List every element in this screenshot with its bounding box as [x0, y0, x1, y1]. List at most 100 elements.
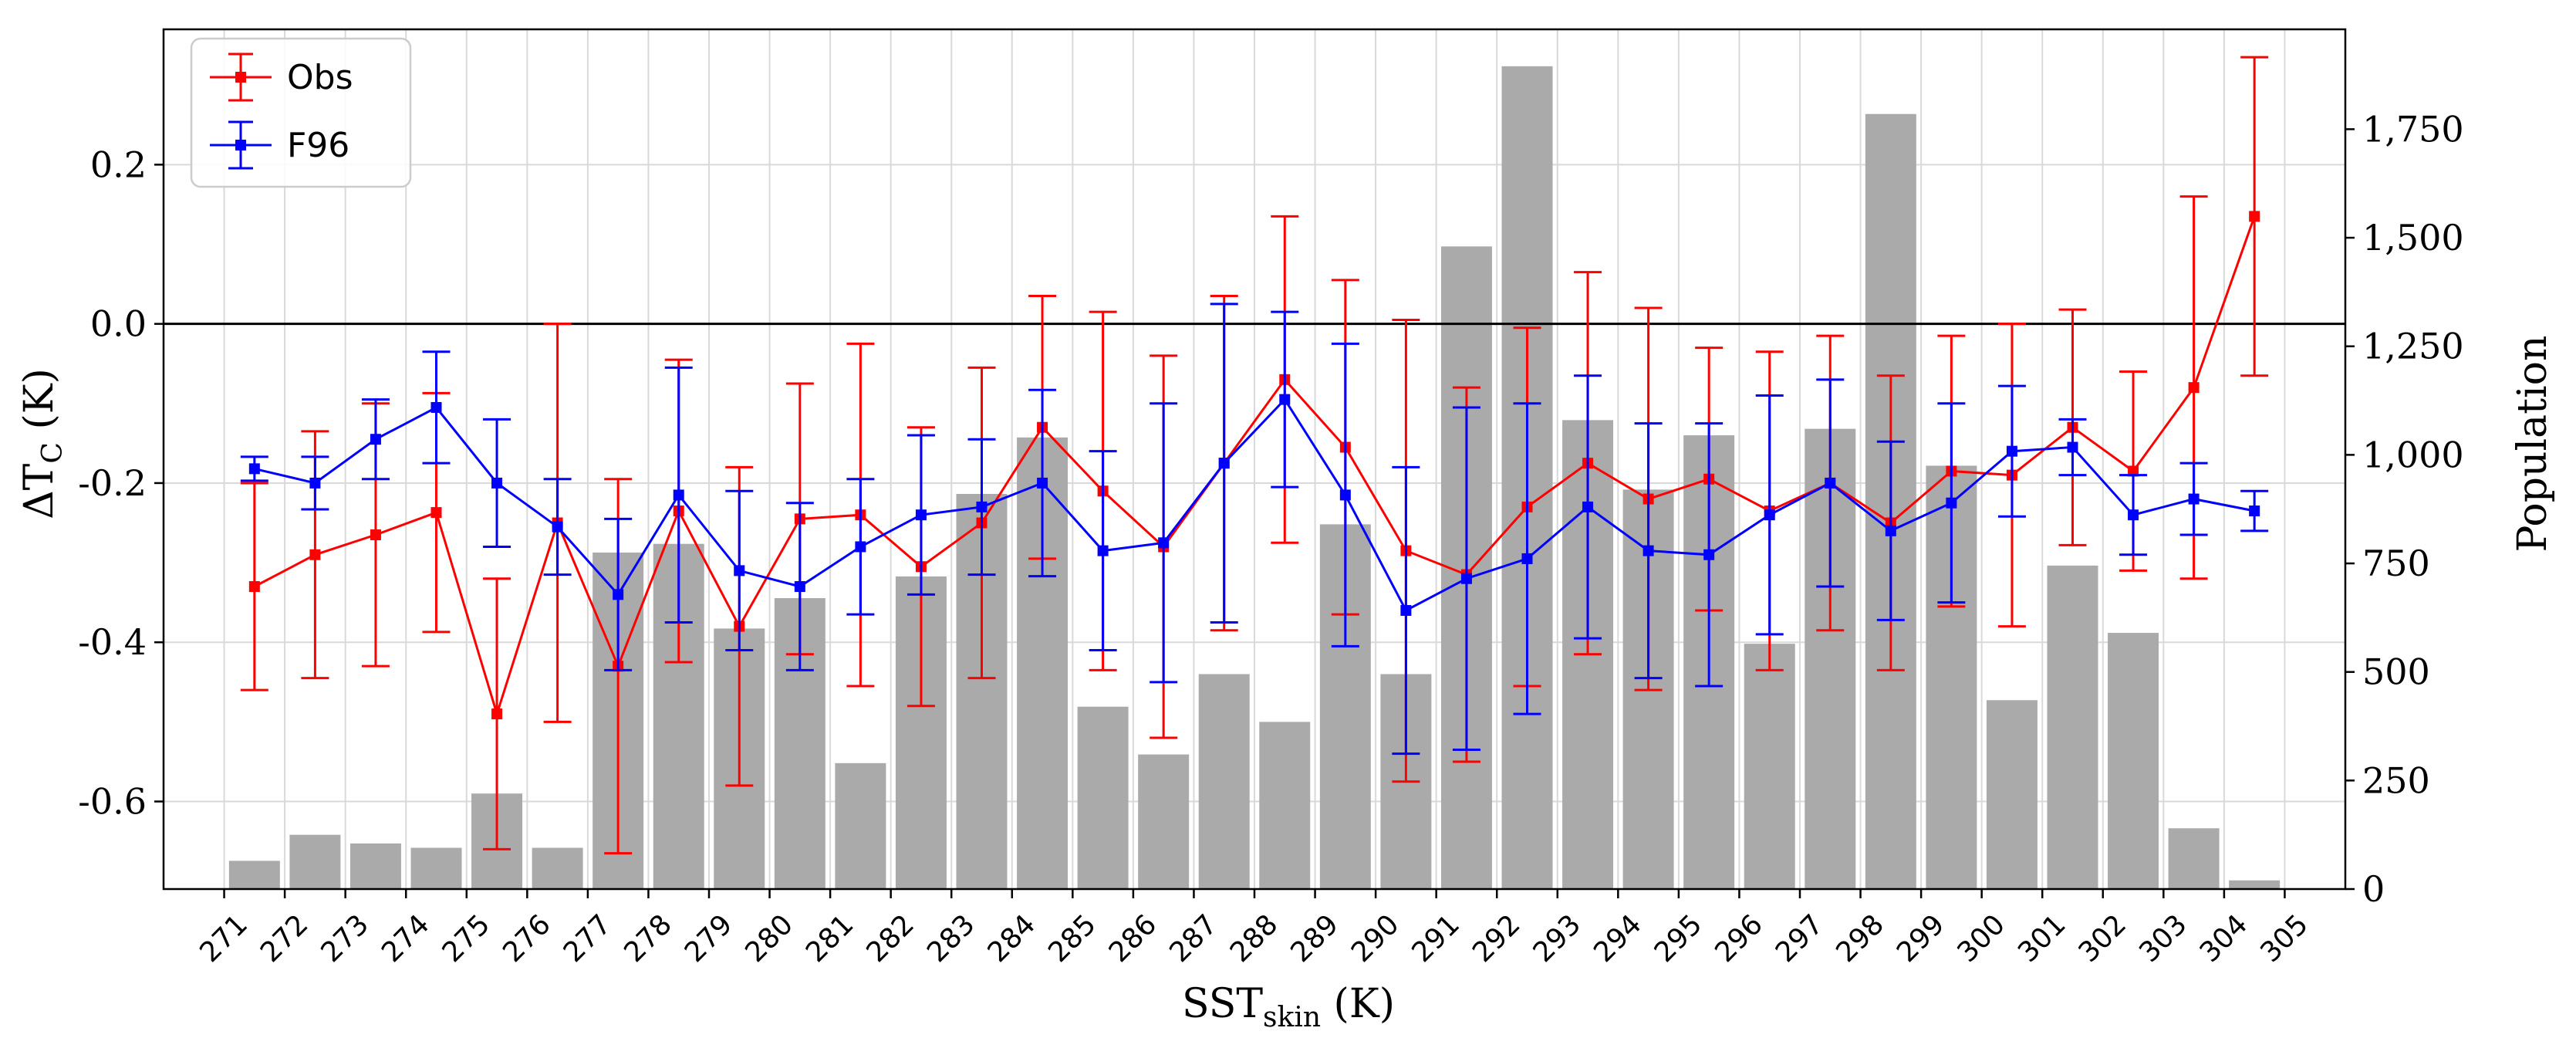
- f96-point: [1460, 573, 1472, 584]
- population-bar: [228, 860, 280, 889]
- population-bar: [2168, 828, 2220, 889]
- y-tick-label: 0.2: [90, 144, 147, 185]
- f96-point: [1158, 537, 1170, 549]
- f96-point: [673, 489, 684, 501]
- right-axis-ticks: 0 250 500 750 1,000 1,250 1,500 1,750: [2345, 108, 2464, 910]
- obs-point: [430, 507, 442, 519]
- obs-point: [2188, 382, 2200, 394]
- x-tick-label: 272: [255, 908, 315, 969]
- f96-point: [1097, 545, 1109, 556]
- legend-label: Obs: [287, 58, 353, 97]
- x-tick-label: 303: [2133, 908, 2193, 969]
- x-tick-label: 297: [1770, 908, 1830, 969]
- y2-tick-label: 1,250: [2362, 326, 2464, 367]
- x-tick-label: 305: [2254, 908, 2314, 969]
- x-tick-label: 275: [437, 908, 497, 969]
- y2-tick-label: 500: [2362, 651, 2430, 693]
- y2-tick-label: 0: [2362, 868, 2385, 910]
- x-tick-label: 288: [1224, 908, 1285, 969]
- population-bar: [349, 843, 401, 889]
- x-tick-label: 301: [2012, 908, 2072, 969]
- y2-tick-label: 1,500: [2362, 217, 2464, 259]
- x-tick-label: 277: [558, 908, 618, 969]
- obs-series-line: [254, 215, 2256, 718]
- x-tick-label: 292: [1467, 908, 1527, 969]
- y-tick-label: 0.0: [90, 303, 147, 345]
- population-bar: [410, 847, 462, 889]
- f96-point: [1825, 477, 1836, 489]
- obs-point: [370, 529, 381, 540]
- f96-point: [855, 541, 866, 553]
- f96-point: [2128, 509, 2139, 521]
- x-tick-label: 291: [1406, 908, 1467, 969]
- f96-point: [1642, 545, 1654, 556]
- y-tick-label: -0.4: [78, 621, 147, 663]
- f96-point: [1400, 604, 1412, 616]
- x-axis-label: SSTskin (K): [1182, 981, 1395, 1033]
- f96-point: [491, 477, 503, 489]
- f96-point: [613, 589, 624, 600]
- f96-point: [1764, 509, 1775, 521]
- legend-entry-obs: Obs: [210, 52, 353, 102]
- population-bar: [2108, 633, 2159, 889]
- obs-point: [491, 708, 503, 720]
- f96-point: [1218, 458, 1230, 469]
- x-tick-label: 273: [316, 908, 376, 969]
- f96-series-line: [254, 397, 2255, 613]
- obs-point: [2128, 465, 2139, 477]
- population-bar: [1138, 754, 1190, 889]
- legend: Obs F96: [190, 37, 412, 188]
- y-axis-label: ΔTC (K): [16, 368, 69, 519]
- f96-point: [1703, 549, 1715, 560]
- y-tick-label: -0.2: [78, 462, 147, 504]
- f96-point: [976, 501, 988, 512]
- population-bar: [289, 834, 341, 889]
- legend-label: F96: [287, 126, 349, 165]
- x-tick-label: 286: [1103, 908, 1163, 969]
- obs-point: [248, 581, 260, 593]
- x-tick-label: 274: [376, 908, 436, 969]
- series-f96: [240, 303, 2269, 756]
- legend-entries: Obs F96: [210, 52, 353, 170]
- f96-point: [1582, 501, 1594, 512]
- x-tick-label: 285: [1042, 908, 1102, 969]
- population-bar: [2229, 880, 2281, 889]
- left-axis-ticks: -0.6 -0.4 -0.2 0.0 0.2: [78, 144, 164, 823]
- f96-point: [794, 581, 805, 593]
- x-tick-label: 290: [1345, 908, 1406, 969]
- x-tick-label: 283: [921, 908, 981, 969]
- x-tick-label: 280: [739, 908, 799, 969]
- f96-point: [1521, 553, 1533, 564]
- y-tick-label: -0.6: [78, 781, 147, 823]
- obs-point: [2249, 211, 2260, 222]
- f96-point: [734, 565, 745, 576]
- y2-tick-label: 750: [2362, 543, 2430, 584]
- x-axis-ticks: 271 272 273 274 275 276 277 278 279 280 281 282 283 2…: [194, 889, 2314, 969]
- f96-point: [2067, 441, 2078, 453]
- f96-point: [552, 521, 563, 533]
- x-tick-label: 298: [1830, 908, 1890, 969]
- population-bar: [835, 762, 886, 889]
- f96-point: [1946, 497, 1957, 509]
- f96-point: [915, 509, 927, 521]
- x-tick-label: 278: [618, 908, 678, 969]
- x-tick-label: 300: [1952, 908, 2012, 969]
- x-tick-label: 271: [194, 908, 254, 969]
- f96-point: [370, 434, 381, 445]
- f96-point: [430, 401, 442, 413]
- y2-tick-label: 250: [2362, 759, 2430, 801]
- f96-point: [1885, 525, 1896, 536]
- population-bar: [1198, 674, 1250, 889]
- x-tick-label: 304: [2194, 908, 2254, 969]
- population-bar: [1744, 644, 1795, 889]
- population-bar: [1077, 706, 1129, 889]
- y2-tick-label: 1,750: [2362, 108, 2464, 150]
- population-bar: [2047, 565, 2098, 889]
- population-bar: [1259, 722, 1311, 889]
- x-tick-label: 299: [1891, 908, 1951, 969]
- population-bar: [532, 847, 583, 889]
- f96-point: [2249, 505, 2260, 517]
- y2-tick-label: 1,000: [2362, 434, 2464, 475]
- x-tick-label: 296: [1709, 908, 1769, 969]
